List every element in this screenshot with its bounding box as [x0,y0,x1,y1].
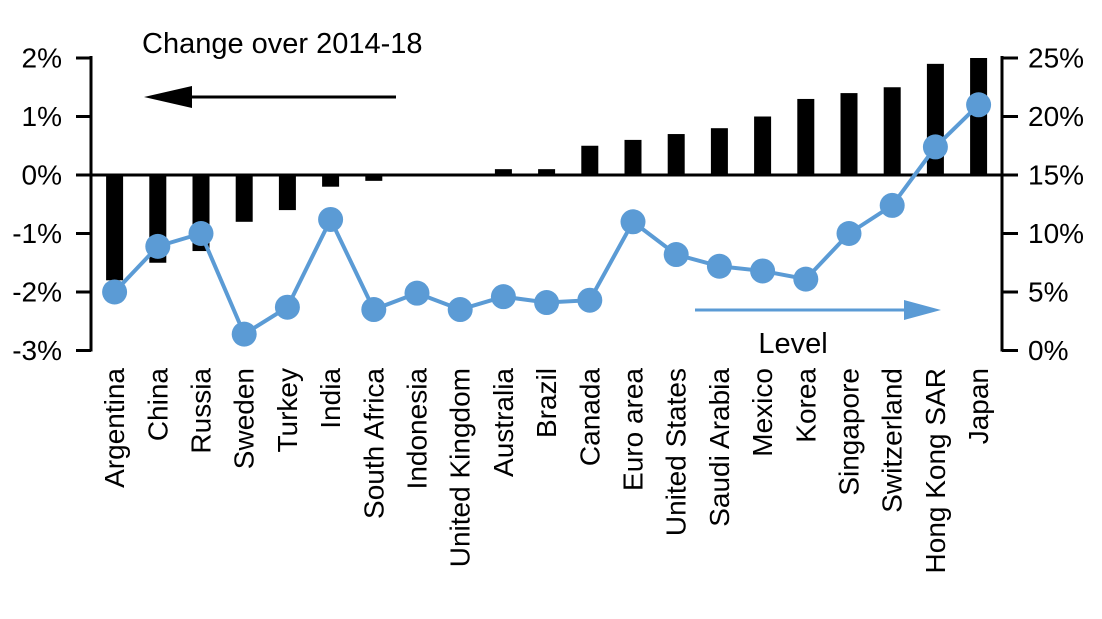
point-singapore [836,221,862,246]
y-axis-right: 25% 20% 15% 10% 5% 0% [1000,43,1084,366]
bar-saudi-arabia [710,128,728,175]
bar-argentina [106,175,124,281]
point-south-africa [361,297,387,323]
line-series-label: Level [758,328,827,360]
y-axis-left-tick-label-5: -3% [12,335,62,366]
x-label-indonesia: Indonesia [402,368,433,490]
x-label-turkey: Turkey [272,368,303,453]
y-axis-left-tick-label-4: -2% [12,277,62,308]
x-label-south-africa: South Africa [358,368,389,519]
bar-india [322,175,340,187]
bar-australia [494,169,512,175]
point-india [318,206,344,232]
point-indonesia [404,280,430,306]
bar-series-arrow [144,86,396,108]
y-axis-left: 2% 1% 0% -1% -2% -3% [12,43,93,366]
point-korea [793,266,819,292]
point-mexico [750,258,776,284]
point-russia [188,221,214,246]
x-label-saudi-arabia: Saudi Arabia [704,368,735,527]
y-axis-right-tick-label-2: 15% [1028,160,1084,191]
x-label-sweden: Sweden [229,368,260,469]
point-switzerland [879,192,905,218]
point-turkey [274,294,300,320]
point-euro-area [620,209,646,235]
y-axis-left-tick-label-2: 0% [22,160,62,191]
point-japan [966,92,992,118]
y-axis-right-tick-label-4: 5% [1028,277,1068,308]
y-axis-left-tick-label-3: -1% [12,218,62,249]
point-saudi-arabia [706,253,732,279]
bar-series [106,58,988,281]
x-label-china: China [142,368,173,442]
line-series [102,92,992,347]
x-label-united-states: United States [661,368,692,536]
bar-sweden [235,175,253,222]
x-label-singapore: Singapore [834,368,865,496]
point-australia [490,284,516,310]
x-axis-labels: Argentina China Russia Sweden Turkey India Sou… [99,368,994,574]
line-series-arrow [695,300,941,320]
x-label-korea: Korea [790,368,821,443]
bar-series-label: Change over 2014-18 [142,28,423,60]
point-argentina [102,279,128,305]
bar-canada [581,145,599,175]
bar-switzerland [883,87,901,175]
x-label-australia: Australia [488,368,519,477]
point-united-states [663,242,689,268]
x-label-brazil: Brazil [531,368,562,438]
x-label-switzerland: Switzerland [877,368,908,513]
point-united-kingdom [447,297,473,323]
x-label-united-kingdom: United Kingdom [445,368,476,567]
y-axis-right-tick-label-3: 10% [1028,218,1084,249]
x-label-canada: Canada [574,368,605,467]
bar-singapore [840,93,858,175]
y-axis-right-tick-label-0: 25% [1028,43,1084,74]
point-china [145,233,171,259]
y-axis-right-tick-label-1: 20% [1028,101,1084,132]
point-canada [577,287,603,313]
bar-mexico [754,116,772,175]
y-axis-left-tick-label-0: 2% [22,43,62,74]
bar-south-africa [365,175,383,181]
bar-korea [797,98,815,175]
y-axis-left-tick-label-1: 1% [22,101,62,132]
bar-brazil [538,169,556,175]
point-brazil [534,290,560,316]
x-label-euro-area: Euro area [618,368,649,491]
bar-turkey [278,175,296,211]
x-label-mexico: Mexico [747,368,778,457]
point-sweden [231,321,257,347]
x-label-hong-kong-sar: Hong Kong SAR [920,368,951,573]
point-hong-kong-sar [922,134,948,160]
y-axis-right-tick-label-5: 0% [1028,335,1068,366]
bar-united-states [667,134,685,175]
x-label-japan: Japan [963,368,994,444]
x-label-argentina: Argentina [99,368,130,488]
x-label-india: India [315,368,346,429]
bar-euro-area [624,139,642,175]
x-label-russia: Russia [186,368,217,454]
